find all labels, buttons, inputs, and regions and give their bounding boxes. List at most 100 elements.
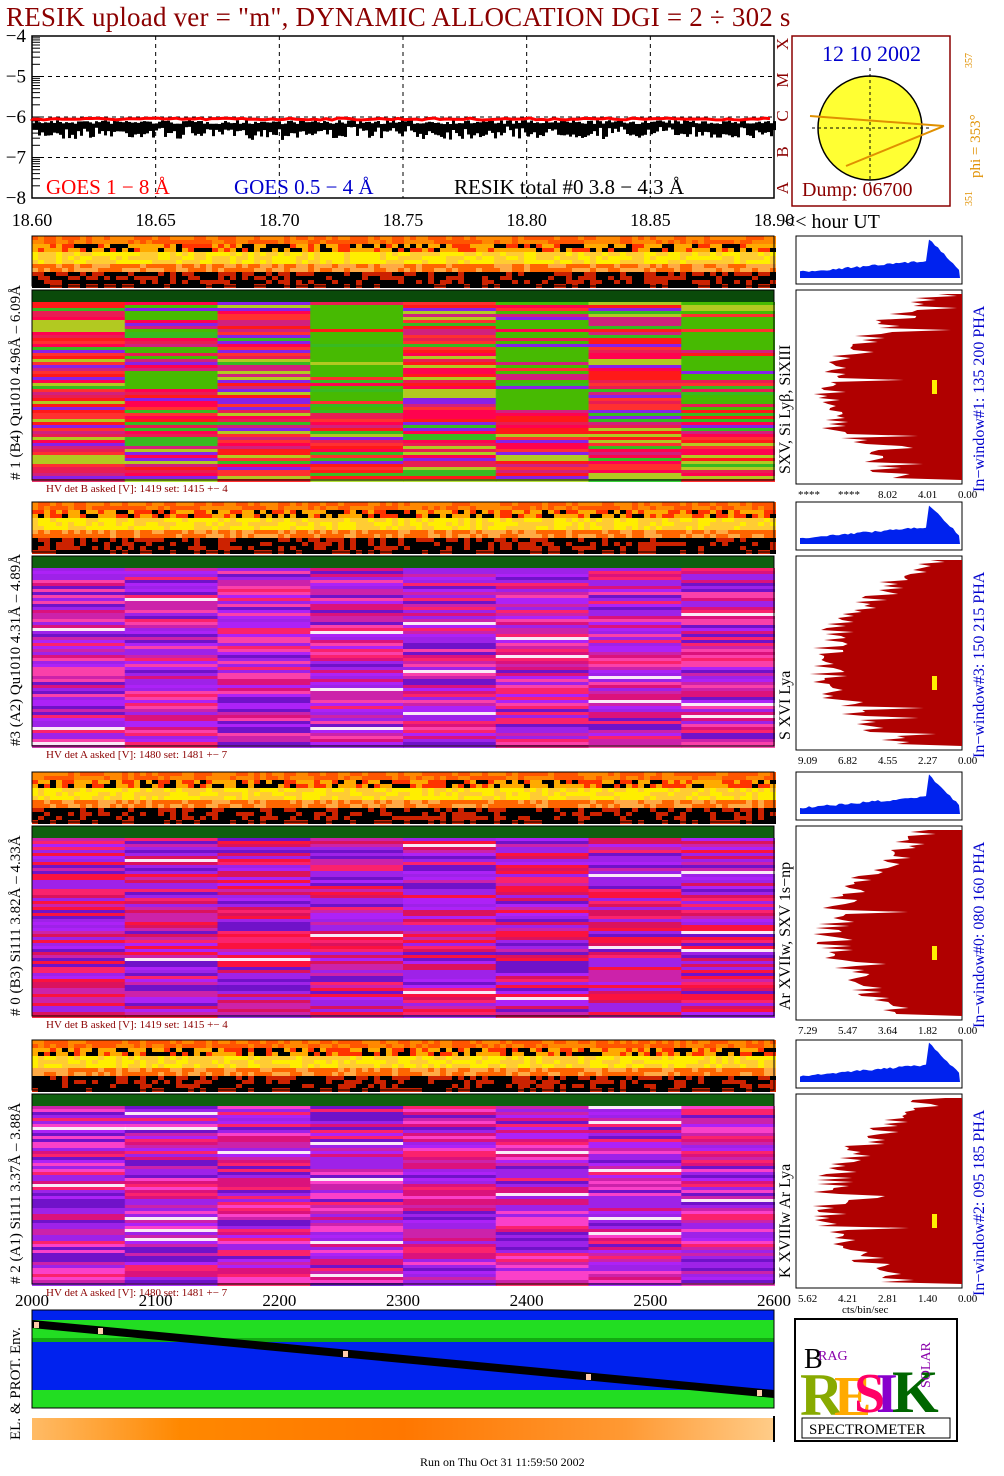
resik-point xyxy=(626,123,629,135)
resik-point xyxy=(725,121,728,135)
resik-point xyxy=(209,123,212,130)
env-x-tick-label: 2200 xyxy=(262,1291,296,1310)
resik-point xyxy=(323,121,326,130)
cts-unit-label: cts/bin/sec xyxy=(842,1304,889,1316)
resik-point xyxy=(470,123,473,139)
resik-point xyxy=(695,123,698,137)
resik-point xyxy=(284,123,287,136)
env-x-tick-label: 2100 xyxy=(139,1291,173,1310)
resik-point xyxy=(578,121,581,137)
line-label: K XVIIIw Ar Lya xyxy=(777,1164,794,1278)
resik-point xyxy=(161,120,164,128)
resik-point xyxy=(251,123,254,140)
resik-point xyxy=(410,120,413,131)
resik-point xyxy=(521,120,524,129)
resik-point xyxy=(602,123,605,139)
resik-point xyxy=(299,120,302,132)
resik-point xyxy=(584,123,587,138)
resik-point xyxy=(611,122,614,134)
env-x-tick-label: 2000 xyxy=(15,1291,49,1310)
resik-logo: B RAG R E S I K SOLAR SPECTROMETER xyxy=(794,1318,958,1442)
resik-point xyxy=(674,120,677,135)
y-tick-label: −4 xyxy=(6,28,27,47)
resik-point xyxy=(143,121,146,135)
resik-point xyxy=(728,120,731,136)
resik-point xyxy=(476,121,479,134)
resik-point xyxy=(452,120,455,130)
channel-panel: HV det B asked [V]: 1419 set: 1415 +− 4 #… xyxy=(8,771,988,1036)
resik-point xyxy=(755,122,758,131)
goes-class-label: M xyxy=(773,72,792,87)
resik-point xyxy=(362,122,365,131)
sun-date: 12 10 2002 xyxy=(822,41,921,66)
y-tick-label: −7 xyxy=(6,148,26,169)
resik-point xyxy=(593,123,596,132)
spectrum-tick-label: **** xyxy=(798,489,820,500)
resik-point xyxy=(407,120,410,127)
resik-point xyxy=(524,120,527,133)
resik-point xyxy=(59,121,62,135)
resik-point xyxy=(110,123,113,137)
resik-point xyxy=(536,122,539,138)
resik-point xyxy=(509,120,512,131)
channel-label: # 0 (B3) Si111 3.82Å – 4.33Å xyxy=(8,835,24,1016)
goes-class-label: X xyxy=(773,38,792,50)
spectrum-tick-label: 9.09 xyxy=(798,755,818,766)
resik-point xyxy=(257,123,260,132)
resik-point xyxy=(44,122,47,136)
resik-point xyxy=(173,123,176,132)
window-label: In−window#3: 150 215 PHA xyxy=(971,571,988,758)
window-label: In−window#2: 095 185 PHA xyxy=(971,1109,988,1296)
resik-point xyxy=(428,121,431,132)
orange-strip xyxy=(32,1418,774,1440)
resik-point xyxy=(431,122,434,134)
resik-point xyxy=(539,123,542,136)
resik-point xyxy=(101,120,104,132)
resik-point xyxy=(473,122,476,136)
resik-point xyxy=(341,122,344,137)
resik-point xyxy=(665,122,668,131)
resik-point xyxy=(152,123,155,138)
resik-point xyxy=(533,122,536,133)
spectrum-profile xyxy=(813,294,962,480)
resik-point xyxy=(245,120,248,136)
marker xyxy=(932,380,937,394)
resik-point xyxy=(377,121,380,128)
resik-point xyxy=(236,120,239,132)
spectrum-tick-label: 5.47 xyxy=(838,1025,858,1036)
resik-point xyxy=(128,121,131,137)
resik-point xyxy=(140,121,143,138)
resik-point xyxy=(746,123,749,136)
line-label: Ar XVIIw, SXV 1s−np xyxy=(777,862,794,1010)
resik-point xyxy=(518,122,521,139)
spectrum-tick-label: 0.00 xyxy=(958,1025,978,1036)
resik-point xyxy=(233,122,236,136)
resik-point xyxy=(347,120,350,128)
legend-resik: RESIK total #0 3.8 − 4.3 Å xyxy=(454,175,685,199)
resik-point xyxy=(722,121,725,135)
resik-point xyxy=(581,123,584,138)
resik-point xyxy=(599,121,602,128)
resik-point xyxy=(380,123,383,139)
resik-point xyxy=(266,122,269,138)
resik-point xyxy=(668,120,671,128)
resik-point xyxy=(185,121,188,128)
resik-point xyxy=(305,122,308,135)
resik-point xyxy=(62,123,65,139)
resik-point xyxy=(596,120,599,136)
resik-point xyxy=(47,122,50,136)
resik-point xyxy=(455,123,458,134)
legend-goes054: GOES 0.5 − 4 Å xyxy=(234,175,374,199)
resik-point xyxy=(641,122,644,136)
resik-point xyxy=(482,121,485,136)
spectrum-tick-label: 0.00 xyxy=(958,489,978,500)
resik-point xyxy=(449,124,452,140)
spectrum-tick-label: 3.64 xyxy=(878,1025,898,1036)
env-ylabel: EL. & PROT. Env. xyxy=(8,1327,24,1440)
resik-point xyxy=(308,122,311,134)
hv-label: HV det B asked [V]: 1419 set: 1415 +− 4 xyxy=(46,483,228,495)
resik-point xyxy=(131,122,134,138)
resik-point xyxy=(335,122,338,138)
hv-label: HV det B asked [V]: 1419 set: 1415 +− 4 xyxy=(46,1019,228,1031)
resik-point xyxy=(575,122,578,138)
